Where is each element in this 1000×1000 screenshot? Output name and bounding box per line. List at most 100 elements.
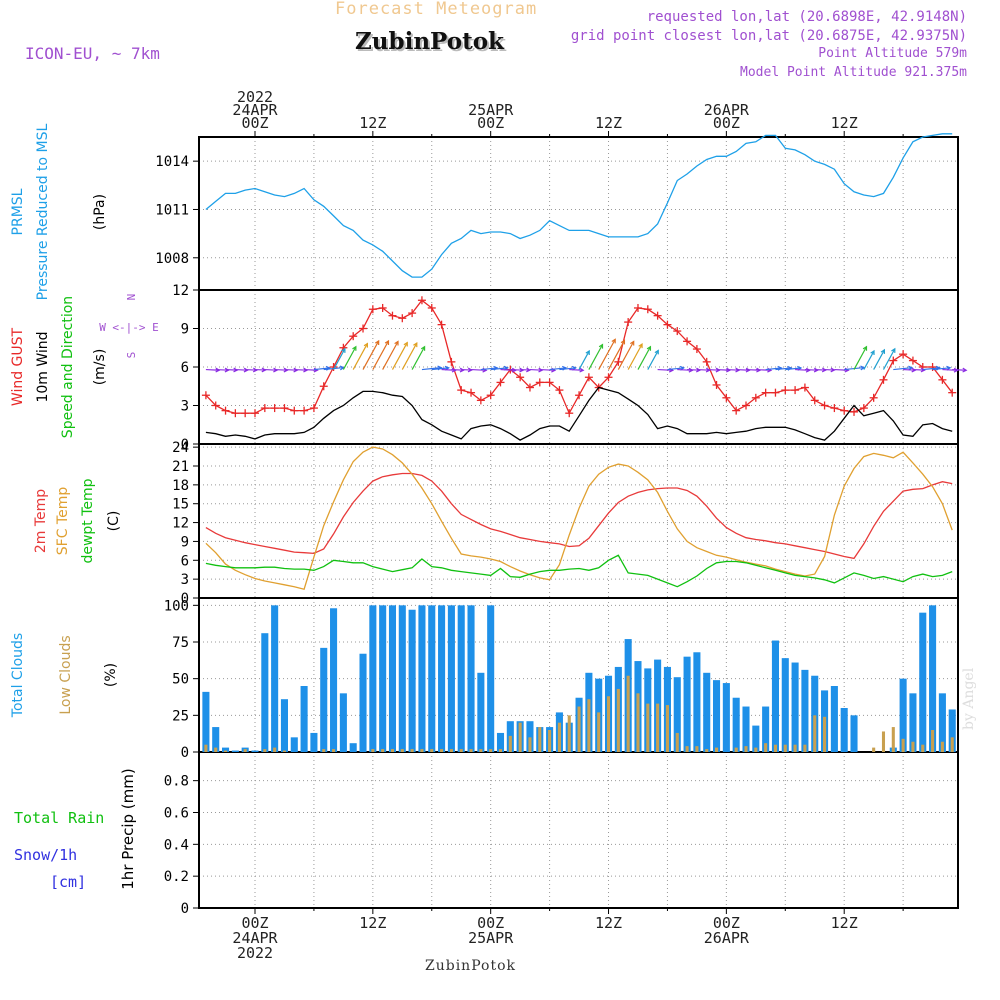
wind-direction-arrow <box>893 367 913 371</box>
low-clouds-bar <box>783 744 787 752</box>
low-clouds-bar <box>764 743 768 752</box>
point-altitude: Point Altitude 579m <box>818 46 967 61</box>
total-clouds-bar <box>212 727 220 752</box>
low-clouds-bar <box>901 738 905 752</box>
wind-direction-arrow <box>382 341 399 370</box>
time-label-bottom: 00Z <box>477 914 504 932</box>
total-clouds-bar <box>428 605 436 752</box>
low-clouds-bar <box>921 744 925 752</box>
wind-label-10m: 10m Wind <box>35 331 51 402</box>
total-clouds-bar <box>713 680 721 752</box>
station-name: ZubinPotok <box>355 28 504 55</box>
total-clouds-bar <box>909 693 917 752</box>
pressure-label-2: Pressure Reduced to MSL <box>35 123 51 300</box>
total-clouds-bar <box>742 706 750 752</box>
low-clouds-bar <box>940 741 944 752</box>
low-clouds-bar <box>813 715 817 752</box>
low-clouds-bar <box>430 749 434 752</box>
wind-direction-arrow <box>882 348 896 370</box>
footer-station-name: ZubinPotok <box>425 958 517 974</box>
precip-label-snow: Snow/1h <box>14 846 77 864</box>
dewpt-line <box>205 554 953 588</box>
low-clouds-bar <box>273 747 277 752</box>
time-label-top: 12Z <box>595 114 622 132</box>
total-clouds-bar <box>379 605 387 752</box>
wind-direction-arrow-head <box>394 340 399 346</box>
low-clouds-bar <box>872 747 876 752</box>
low-clouds-bar <box>224 750 228 752</box>
wind-direction-arrow <box>401 342 418 370</box>
low-clouds-bar <box>548 730 552 752</box>
wind-series-line <box>205 386 953 441</box>
total-clouds-bar <box>938 693 946 752</box>
wind-direction-arrow <box>617 341 635 370</box>
requested-coords: requested lon,lat (20.6898E, 42.9148N) <box>646 9 967 25</box>
wind-direction-arrow-head <box>620 339 626 345</box>
time-label-top: 00Z <box>477 114 504 132</box>
low-clouds-bar <box>754 747 758 752</box>
time-label-top: 26APR <box>704 101 750 119</box>
total-clouds-bar <box>418 605 426 752</box>
wind-direction-arrow <box>461 368 472 371</box>
temp-unit: (C) <box>106 511 122 532</box>
total-clouds-bar <box>320 647 328 752</box>
low-clouds-bar <box>656 703 660 752</box>
temp-label-dewpt: dewpt Temp <box>80 478 96 563</box>
total-clouds-bar <box>919 612 927 752</box>
total-clouds-bar <box>280 699 288 752</box>
time-label-bottom: 26APR <box>704 929 750 947</box>
wind-direction-arrow-head <box>646 345 652 351</box>
low-clouds-bar <box>390 749 395 752</box>
pressure-label-1: PRMSL <box>10 188 26 235</box>
wind-unit: (m/s) <box>92 349 108 386</box>
y-tick-label: 24 <box>172 440 189 456</box>
total-clouds-bar <box>202 691 210 752</box>
wind-direction-arrow-head <box>830 367 836 373</box>
wind-direction-arrow <box>775 367 792 371</box>
wind-direction-arrow <box>657 368 673 371</box>
time-label-bottom: 2022 <box>237 944 273 962</box>
time-label-top: 00Z <box>713 114 740 132</box>
compass-we: W <-|-> E <box>99 321 159 334</box>
wind-direction-arrow <box>667 367 684 371</box>
time-label-top: 00Z <box>241 114 268 132</box>
wind-direction-arrow-head <box>363 342 368 348</box>
low-clouds-bar <box>204 744 208 752</box>
wind-direction-arrow <box>313 367 330 371</box>
total-clouds-bar <box>349 743 357 752</box>
y-tick-label: 75 <box>172 635 189 651</box>
low-clouds-bar <box>931 730 935 752</box>
y-tick-label: 15 <box>172 497 189 513</box>
model-label: ICON-EU, ~ 7km <box>25 44 160 63</box>
wind-direction-arrow-head <box>962 367 968 373</box>
wind-direction-arrow-head <box>891 347 896 353</box>
total-clouds-bar <box>899 678 907 752</box>
total-clouds-bar <box>703 672 711 752</box>
wind-direction-arrow-head <box>579 367 585 373</box>
wind-direction-arrow <box>549 367 566 371</box>
wind-direction-arrow-head <box>638 343 643 349</box>
time-label-bottom: 12Z <box>595 914 622 932</box>
total-clouds-bar <box>231 750 239 752</box>
total-clouds-bar <box>408 609 416 752</box>
wind-direction-arrow <box>853 346 868 370</box>
low-clouds-bar <box>823 716 827 752</box>
total-clouds-bar <box>310 732 318 752</box>
total-clouds-bar <box>811 675 819 752</box>
y-tick-label: 9 <box>181 322 189 338</box>
wind-direction-arrow <box>362 340 380 370</box>
total-clouds-bar <box>752 725 760 752</box>
total-clouds-bar <box>261 633 269 752</box>
total-clouds-bar <box>673 677 681 752</box>
total-clouds-bar <box>222 747 230 752</box>
y-tick-label: 25 <box>172 708 189 724</box>
total-clouds-bar <box>526 721 534 752</box>
low-clouds-bar <box>616 688 620 752</box>
total-clouds-bar <box>850 715 858 752</box>
wind-direction-arrow-head <box>384 339 390 345</box>
y-tick-label: 9 <box>181 534 189 550</box>
wind-direction-arrow <box>932 367 951 371</box>
low-clouds-bar <box>587 699 591 752</box>
total-clouds-bar <box>948 709 956 752</box>
time-label-top: 12Z <box>831 114 858 132</box>
